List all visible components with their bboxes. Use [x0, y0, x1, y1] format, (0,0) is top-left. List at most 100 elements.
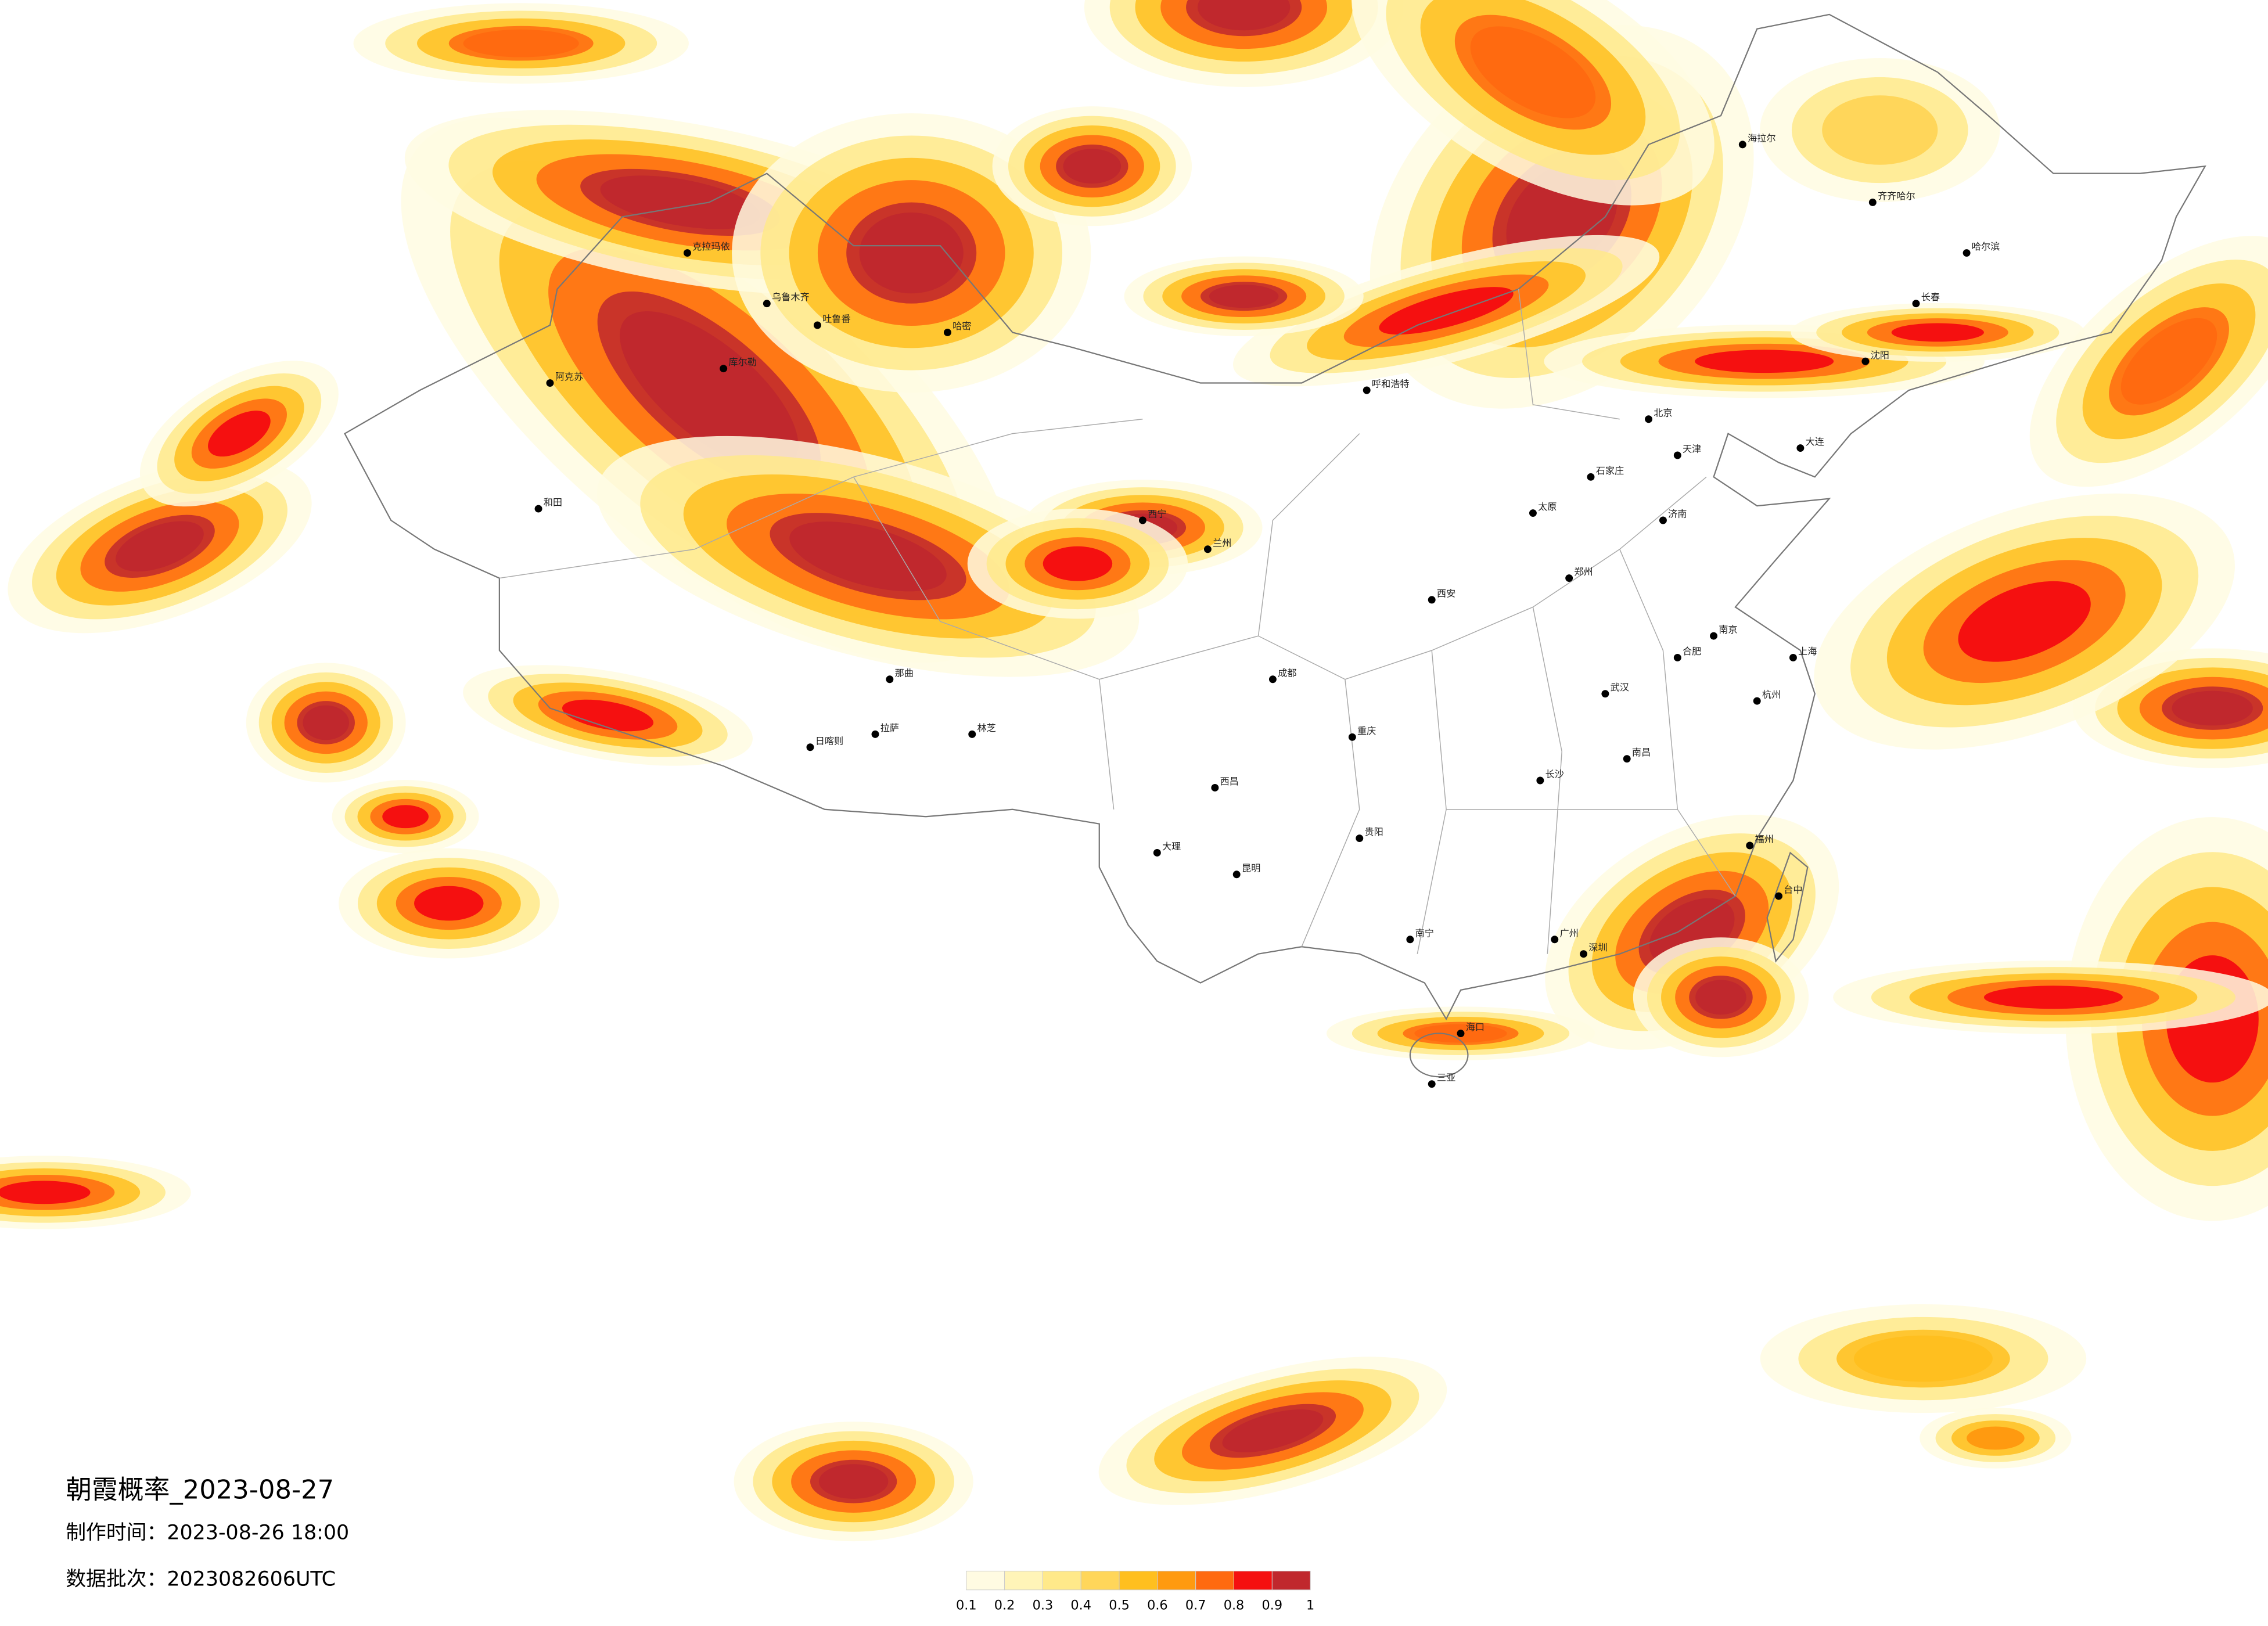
city-label: 海口: [1466, 1021, 1485, 1033]
colorbar-box: [1195, 1570, 1235, 1591]
probability-patch: [463, 29, 579, 57]
probability-patch: [818, 1464, 889, 1499]
city-dot: [1746, 841, 1754, 850]
city-dot: [1963, 249, 1971, 257]
colorbar-tick-label: 0.3: [1033, 1598, 1054, 1613]
city-dot: [1406, 936, 1414, 944]
city-label: 西安: [1437, 588, 1455, 599]
city-label: 北京: [1654, 407, 1672, 418]
city-dot: [1268, 675, 1277, 684]
colorbar-tick-label: 0.5: [1109, 1598, 1130, 1613]
city-dot: [683, 249, 691, 257]
colorbar-box: [1271, 1570, 1311, 1591]
colorbar-box: [1042, 1570, 1081, 1591]
city-dot: [1601, 690, 1609, 698]
colorbar-tick-label: 0.2: [994, 1598, 1015, 1613]
city-label: 乌鲁木齐: [772, 292, 810, 303]
city-label: 太原: [1538, 501, 1557, 512]
city-label: 呼和浩特: [1372, 379, 1410, 390]
city-dot: [546, 379, 554, 387]
city-dot: [1789, 653, 1797, 661]
city-dot: [1153, 848, 1161, 857]
city-label: 兰州: [1213, 537, 1231, 548]
city-label: 海拉尔: [1748, 132, 1775, 143]
colorbar-tick-label: 0.8: [1224, 1598, 1245, 1613]
probability-patch: [2172, 690, 2253, 726]
probability-patch: [2120, 318, 2217, 405]
colorbar-box: [1004, 1570, 1043, 1591]
mainland-border: [344, 13, 2206, 1020]
city-dot: [1587, 473, 1595, 481]
city-label: 广州: [1559, 927, 1578, 938]
city-label: 南宁: [1415, 927, 1434, 938]
colorbar-tick-label: 1: [1306, 1598, 1314, 1613]
city-dot: [1753, 697, 1761, 705]
city-label: 哈尔滨: [1972, 241, 2000, 252]
city-dot: [968, 730, 976, 738]
city-dot: [1457, 1030, 1465, 1038]
city-dot: [1710, 632, 1718, 640]
city-label: 深圳: [1588, 942, 1607, 953]
city-dot: [1428, 596, 1436, 604]
city-dot: [1673, 653, 1681, 661]
city-dot: [886, 675, 894, 684]
city-label: 哈密: [953, 321, 971, 332]
city-dot: [1673, 451, 1681, 459]
city-label: 昆明: [1242, 862, 1260, 873]
probability-patch: [1958, 581, 2091, 662]
probability-patch: [208, 411, 271, 457]
probability-patch: [1063, 149, 1122, 184]
city-label: 齐齐哈尔: [1878, 190, 1915, 202]
city-label: 郑州: [1574, 566, 1593, 577]
city-label: 杭州: [1762, 689, 1781, 700]
probability-patch: [1222, 1409, 1324, 1453]
city-label: 贵阳: [1364, 826, 1383, 837]
city-label: 大连: [1806, 436, 1824, 447]
city-dot: [871, 730, 879, 738]
probability-patch: [1695, 980, 1746, 1015]
city-label: 和田: [544, 497, 562, 508]
probability-patch: [303, 705, 350, 740]
city-dot: [1796, 444, 1805, 452]
city-label: 那曲: [895, 667, 914, 678]
city-dot: [813, 321, 821, 329]
city-label: 西宁: [1148, 509, 1166, 520]
probability-patch: [1379, 287, 1514, 335]
city-dot: [1912, 300, 1920, 308]
colorbar-tick-label: 0.1: [956, 1598, 977, 1613]
colorbar-tick-label: 0.4: [1070, 1598, 1091, 1613]
probability-patch: [1822, 95, 1938, 165]
city-dot: [1356, 834, 1364, 843]
city-dot: [763, 300, 771, 308]
city-label: 吐鲁番: [822, 314, 850, 325]
city-label: 拉萨: [880, 722, 899, 733]
probability-patch: [620, 311, 799, 470]
city-label: 西昌: [1220, 776, 1239, 787]
colorbar-box: [1080, 1570, 1120, 1591]
city-label: 长春: [1921, 292, 1940, 303]
city-label: 济南: [1668, 509, 1687, 520]
colorbar-box: [1234, 1570, 1273, 1591]
city-label: 福州: [1755, 834, 1773, 845]
probability-patch: [562, 699, 654, 732]
city-dot: [943, 328, 951, 336]
city-dot: [1203, 545, 1212, 553]
city-label: 上海: [1798, 646, 1817, 657]
colorbar-tick-label: 0.9: [1262, 1598, 1283, 1613]
colorbar-box: [1119, 1570, 1158, 1591]
city-dot: [1775, 892, 1783, 900]
province-lines: [499, 289, 1736, 954]
probability-patch: [1853, 1335, 1993, 1382]
city-label: 台中: [1784, 884, 1802, 895]
china-outline: [344, 13, 2206, 1078]
probability-patch: [116, 521, 204, 572]
city-label: 克拉玛依: [692, 241, 730, 252]
city-dot: [1138, 516, 1146, 524]
city-dot: [1536, 776, 1544, 785]
probability-patch: [1967, 1426, 2025, 1450]
probability-patch: [859, 212, 964, 294]
title: 朝霞概率_2023-08-27: [66, 1474, 334, 1505]
probability-patch: [789, 521, 947, 592]
